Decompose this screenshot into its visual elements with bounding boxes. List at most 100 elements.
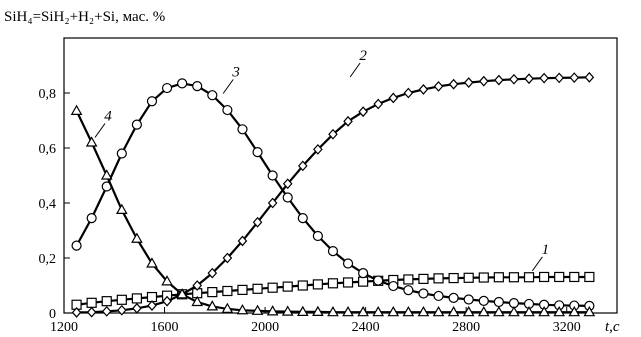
data-point: [251, 304, 264, 315]
data-point: [221, 302, 234, 313]
data-point: [85, 136, 98, 147]
curve-label: 2: [359, 48, 367, 64]
data-point: [343, 115, 353, 127]
data-point: [433, 290, 444, 302]
x-tick-label: 2000: [251, 320, 279, 335]
data-point: [327, 278, 339, 289]
x-axis-label: t,с: [605, 319, 620, 335]
y-tick-label: 0: [49, 307, 56, 322]
data-point: [493, 296, 504, 308]
data-point: [509, 73, 519, 85]
data-point: [297, 280, 308, 291]
x-tick-label: 3200: [553, 320, 581, 335]
data-point: [554, 271, 565, 283]
data-point: [372, 305, 385, 317]
data-point: [569, 72, 580, 84]
data-point: [71, 240, 82, 251]
data-point: [462, 305, 475, 317]
data-point: [101, 296, 112, 307]
data-point: [463, 272, 474, 283]
series-layer: [70, 71, 596, 318]
x-tick-label: 1200: [50, 320, 78, 335]
data-point: [161, 275, 173, 286]
data-point: [191, 295, 204, 307]
data-point: [328, 128, 338, 140]
data-point: [281, 305, 294, 316]
data-point: [206, 300, 219, 311]
data-point: [313, 143, 323, 155]
data-point: [207, 90, 218, 101]
data-point: [222, 285, 233, 297]
data-point: [342, 305, 354, 317]
data-point: [387, 305, 400, 317]
data-point: [432, 305, 445, 317]
data-point: [418, 84, 429, 95]
data-point: [418, 288, 429, 299]
data-point: [493, 305, 505, 317]
data-point: [237, 284, 248, 295]
data-point: [162, 295, 172, 307]
data-point: [222, 104, 233, 116]
data-point: [433, 273, 444, 284]
data-point: [523, 305, 535, 317]
label-leader: [222, 79, 234, 94]
curve-labels: 1 2 3 4: [94, 48, 550, 272]
x-tick-label: 2800: [452, 320, 480, 335]
x-tick-label: 2400: [352, 320, 380, 335]
curve-label: 1: [542, 242, 550, 258]
data-point: [131, 293, 142, 304]
data-point: [448, 272, 459, 284]
data-point: [342, 277, 354, 288]
label-leader: [531, 256, 543, 272]
data-point: [448, 78, 459, 90]
x-axis: 1200 1600 2000 2400 2800 3200: [50, 307, 581, 335]
data-point: [252, 147, 263, 158]
data-point: [403, 87, 414, 99]
data-point: [508, 305, 520, 317]
data-point: [86, 213, 97, 224]
data-point: [342, 258, 354, 269]
data-point: [433, 80, 444, 92]
data-point: [358, 276, 369, 287]
y-tick-label: 0,4: [39, 197, 57, 212]
y-axis: 0 0,2 0,4 0,6 0,8: [39, 87, 70, 322]
data-point: [463, 294, 474, 305]
data-point: [236, 304, 249, 315]
data-point: [584, 271, 595, 283]
data-point: [447, 305, 460, 317]
y-tick-label: 0,2: [39, 252, 57, 267]
data-point: [101, 305, 112, 317]
data-point: [327, 246, 339, 257]
data-point: [569, 271, 580, 283]
data-point: [493, 272, 504, 283]
data-point: [357, 305, 369, 317]
data-point: [252, 216, 263, 228]
data-point: [267, 170, 278, 181]
data-point: [297, 213, 308, 224]
data-point: [131, 119, 142, 130]
data-point: [539, 271, 550, 283]
data-point: [403, 285, 414, 296]
data-point: [358, 106, 368, 118]
data-point: [146, 96, 158, 107]
data-point: [117, 304, 127, 316]
data-point: [297, 160, 308, 172]
data-point: [176, 288, 188, 299]
data-point: [327, 305, 339, 317]
data-point: [478, 272, 489, 283]
label-leader: [349, 62, 361, 78]
data-point: [207, 267, 218, 279]
data-point: [267, 282, 278, 293]
data-point: [237, 124, 248, 135]
series-2: [71, 71, 595, 318]
data-point: [312, 230, 323, 242]
data-point: [222, 252, 233, 264]
data-point: [116, 294, 127, 305]
data-point: [131, 232, 143, 243]
data-point: [296, 305, 309, 316]
data-point: [417, 305, 430, 317]
data-point: [237, 235, 248, 247]
data-point: [583, 305, 596, 317]
series-1: [71, 271, 595, 310]
data-point: [71, 307, 82, 318]
